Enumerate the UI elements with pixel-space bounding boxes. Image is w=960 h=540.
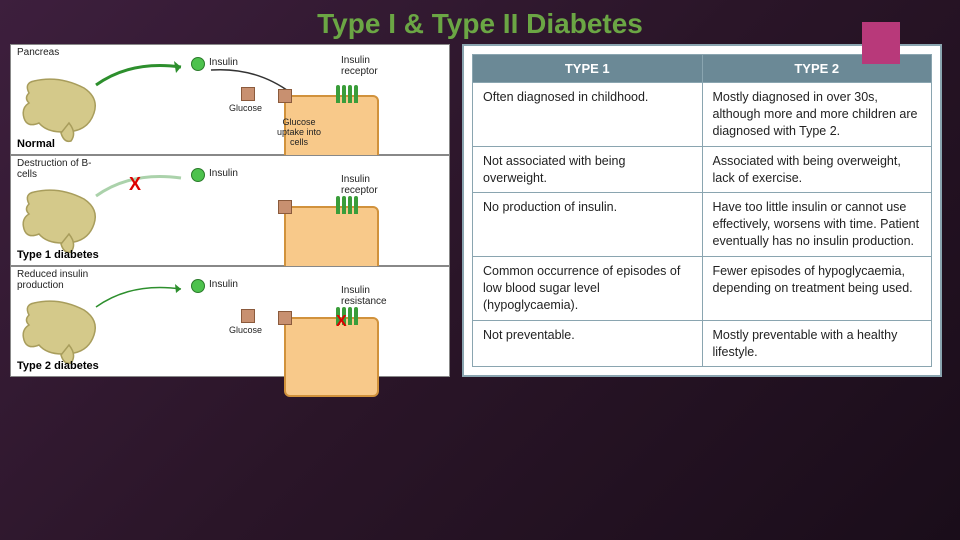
cell-t1: Common occurrence of episodes of low blo… <box>473 257 703 321</box>
row-title-normal: Normal <box>17 138 55 150</box>
destruction-label: Destruction of B-cells <box>17 158 97 180</box>
cell-t1: Not associated with being overweight. <box>473 146 703 193</box>
cell-t2: Mostly preventable with a healthy lifest… <box>702 320 932 367</box>
glucose-label: Glucose <box>229 103 262 113</box>
cell-t1: No production of insulin. <box>473 193 703 257</box>
insulin-label: Insulin <box>209 168 238 179</box>
glucose-icon <box>241 309 255 323</box>
receptor-icon <box>335 196 359 219</box>
accent-bar <box>862 22 900 64</box>
x-mark-icon: X <box>129 174 141 195</box>
table-row: Often diagnosed in childhood. Mostly dia… <box>473 83 932 147</box>
glucose-dot <box>278 89 292 103</box>
resistance-label: Insulin resistance <box>341 285 401 307</box>
table-row: Not preventable. Mostly preventable with… <box>473 320 932 367</box>
insulin-dot <box>191 168 205 182</box>
insulin-label: Insulin <box>209 279 238 290</box>
uptake-label: Glucose uptake into cells <box>269 117 329 147</box>
pancreas-icon <box>19 295 109 365</box>
receptor-icon <box>335 85 359 108</box>
pancreas-icon <box>19 184 109 254</box>
comparison-panel: TYPE 1 TYPE 2 Often diagnosed in childho… <box>462 44 942 377</box>
cell-icon: X <box>284 317 379 397</box>
x-mark-icon: X <box>336 313 347 331</box>
cell-t2: Mostly diagnosed in over 30s, although m… <box>702 83 932 147</box>
receptor-label: Insulin receptor <box>341 174 391 196</box>
table-row: Common occurrence of episodes of low blo… <box>473 257 932 321</box>
pancreas-icon <box>19 73 109 143</box>
pancreas-label: Pancreas <box>17 47 59 58</box>
slide-title: Type I & Type II Diabetes <box>0 0 960 44</box>
header-type1: TYPE 1 <box>473 55 703 83</box>
row-title-t2: Type 2 diabetes <box>17 360 99 372</box>
insulin-label: Insulin <box>209 57 238 68</box>
cell-t2: Have too little insulin or cannot use ef… <box>702 193 932 257</box>
cell-t1: Often diagnosed in childhood. <box>473 83 703 147</box>
insulin-dot <box>191 57 205 71</box>
reduced-label: Reduced insulin production <box>17 269 107 291</box>
table-row: Not associated with being overweight. As… <box>473 146 932 193</box>
diagram-panel: Pancreas Insulin Glucose Insulin recepto… <box>10 44 450 377</box>
cell-t2: Fewer episodes of hypoglycaemia, dependi… <box>702 257 932 321</box>
table-row: No production of insulin. Have too littl… <box>473 193 932 257</box>
comparison-table: TYPE 1 TYPE 2 Often diagnosed in childho… <box>472 54 932 367</box>
cell-t2: Associated with being overweight, lack o… <box>702 146 932 193</box>
diagram-normal: Pancreas Insulin Glucose Insulin recepto… <box>10 44 450 155</box>
content-area: Pancreas Insulin Glucose Insulin recepto… <box>0 44 960 377</box>
glucose-label: Glucose <box>229 325 262 335</box>
insulin-dot <box>191 279 205 293</box>
diagram-type1: Destruction of B-cells X Insulin Insulin… <box>10 155 450 266</box>
cell-t1: Not preventable. <box>473 320 703 367</box>
diagram-type2: Reduced insulin production Insulin Gluco… <box>10 266 450 377</box>
row-title-t1: Type 1 diabetes <box>17 249 99 261</box>
receptor-label: Insulin receptor <box>341 55 391 77</box>
glucose-dot <box>278 200 292 214</box>
glucose-icon <box>241 87 255 101</box>
glucose-dot <box>278 311 292 325</box>
